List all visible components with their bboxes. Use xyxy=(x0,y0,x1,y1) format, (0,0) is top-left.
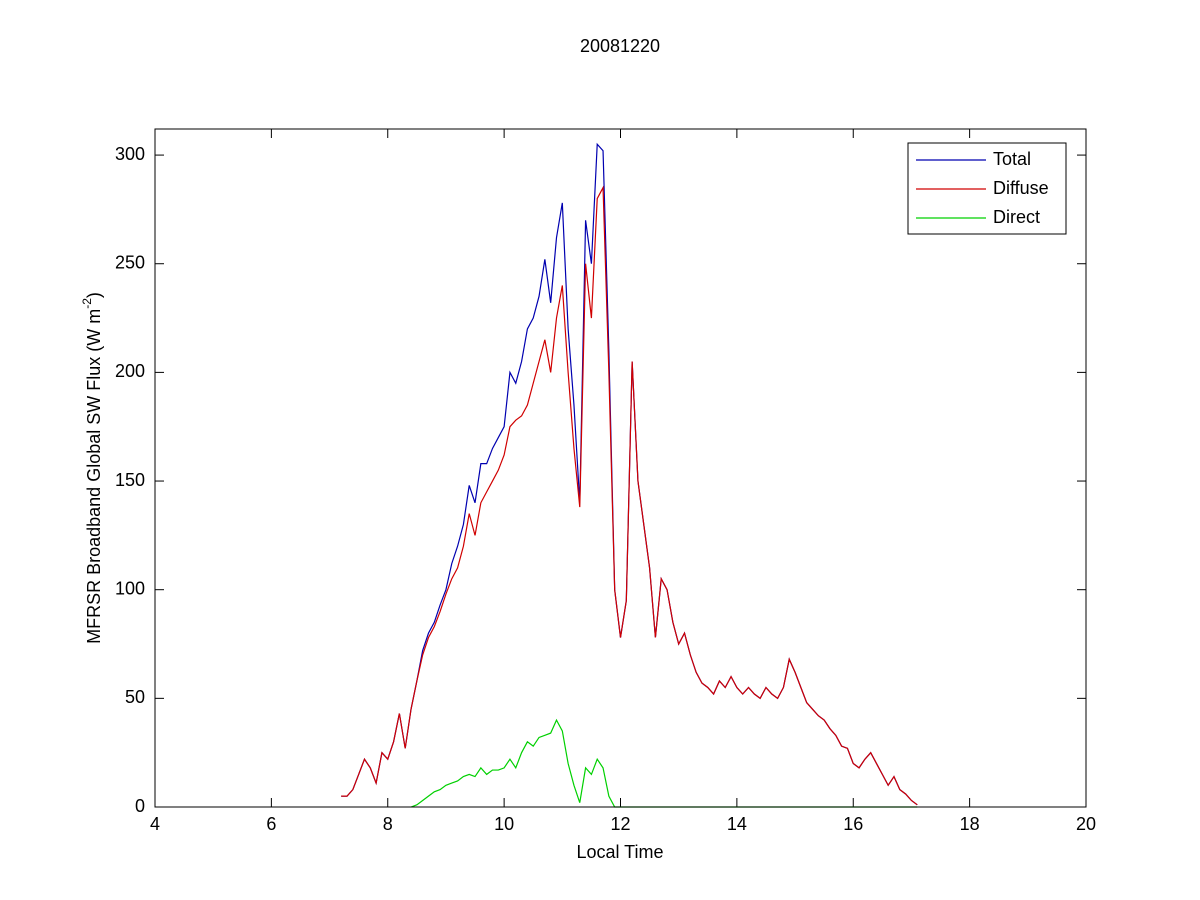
x-axis-label: Local Time xyxy=(576,842,663,862)
y-axis-label: MFRSR Broadband Global SW Flux (W m-2) xyxy=(80,292,104,644)
x-tick-label: 14 xyxy=(727,814,747,834)
y-tick-label: 100 xyxy=(115,578,145,598)
y-tick-label: 0 xyxy=(135,796,145,816)
x-tick-label: 10 xyxy=(494,814,514,834)
series-line xyxy=(341,185,918,806)
y-tick-label: 150 xyxy=(115,470,145,490)
y-label-close: ) xyxy=(84,292,104,298)
legend-label: Direct xyxy=(993,207,1040,227)
axes-box xyxy=(154,128,1087,808)
y-label-text: MFRSR Broadband Global SW Flux (W m xyxy=(84,309,104,644)
y-tick-label: 50 xyxy=(125,687,145,707)
x-tick-label: 4 xyxy=(150,814,160,834)
y-tick-label: 250 xyxy=(115,252,145,272)
x-tick-label: 12 xyxy=(610,814,630,834)
x-tick-label: 8 xyxy=(383,814,393,834)
legend-label: Total xyxy=(993,149,1031,169)
y-label-superscript: -2 xyxy=(80,298,94,309)
x-tick-label: 6 xyxy=(266,814,276,834)
chart-title: 20081220 xyxy=(580,36,660,56)
legend-label: Diffuse xyxy=(993,178,1049,198)
x-tick-label: 18 xyxy=(960,814,980,834)
x-tick-label: 20 xyxy=(1076,814,1096,834)
x-tick-label: 16 xyxy=(843,814,863,834)
y-tick-label: 200 xyxy=(115,361,145,381)
y-tick-label: 300 xyxy=(115,144,145,164)
